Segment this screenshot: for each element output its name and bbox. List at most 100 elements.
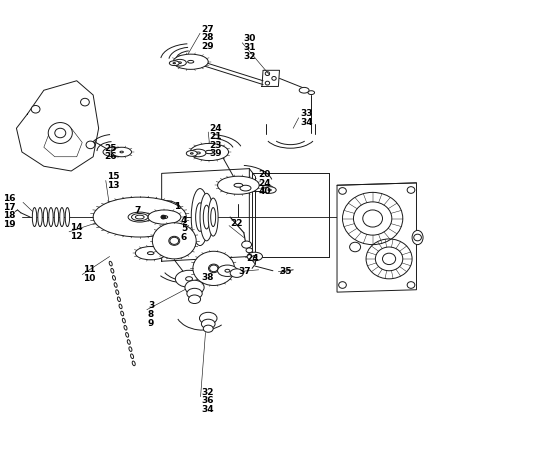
Ellipse shape <box>190 153 193 154</box>
Ellipse shape <box>169 61 179 66</box>
Text: 15: 15 <box>107 172 119 181</box>
Ellipse shape <box>412 230 423 245</box>
Ellipse shape <box>162 216 167 218</box>
Ellipse shape <box>173 59 186 66</box>
Ellipse shape <box>202 319 215 329</box>
Text: 27: 27 <box>202 25 214 34</box>
Ellipse shape <box>193 251 235 285</box>
Ellipse shape <box>203 325 213 332</box>
Ellipse shape <box>253 256 256 257</box>
Ellipse shape <box>185 280 204 294</box>
Ellipse shape <box>206 150 213 154</box>
Ellipse shape <box>152 223 196 259</box>
Ellipse shape <box>125 332 129 337</box>
Ellipse shape <box>203 205 210 229</box>
Ellipse shape <box>120 151 123 153</box>
Text: 16: 16 <box>3 194 15 203</box>
Ellipse shape <box>38 208 42 227</box>
Circle shape <box>55 128 66 138</box>
Text: 29: 29 <box>202 42 214 51</box>
Text: 10: 10 <box>83 274 96 283</box>
Text: 25: 25 <box>104 144 117 152</box>
Ellipse shape <box>191 149 206 157</box>
Ellipse shape <box>132 361 135 366</box>
Text: 32: 32 <box>244 52 256 60</box>
Ellipse shape <box>43 208 48 227</box>
Text: 26: 26 <box>104 152 117 161</box>
Ellipse shape <box>191 189 209 246</box>
Ellipse shape <box>210 208 216 227</box>
Ellipse shape <box>119 304 122 309</box>
Text: 18: 18 <box>3 211 15 220</box>
Ellipse shape <box>103 147 125 157</box>
Ellipse shape <box>173 63 175 64</box>
Text: 5: 5 <box>181 225 187 233</box>
Ellipse shape <box>148 252 153 254</box>
Text: 12: 12 <box>70 232 83 241</box>
Ellipse shape <box>196 203 204 231</box>
Ellipse shape <box>65 208 70 227</box>
Ellipse shape <box>49 208 53 227</box>
Ellipse shape <box>93 197 186 237</box>
Ellipse shape <box>111 268 114 273</box>
Text: 3: 3 <box>148 302 154 310</box>
Ellipse shape <box>111 205 117 229</box>
Text: 11: 11 <box>83 266 96 274</box>
Ellipse shape <box>127 340 130 344</box>
Text: 21: 21 <box>209 133 222 141</box>
Ellipse shape <box>299 87 309 93</box>
Ellipse shape <box>186 276 192 281</box>
Ellipse shape <box>235 184 242 187</box>
Ellipse shape <box>124 325 127 330</box>
Ellipse shape <box>218 265 237 276</box>
Text: 17: 17 <box>3 203 15 211</box>
Ellipse shape <box>178 62 181 64</box>
Ellipse shape <box>208 198 218 236</box>
Ellipse shape <box>263 187 276 193</box>
Circle shape <box>161 215 165 219</box>
Circle shape <box>81 98 89 106</box>
Ellipse shape <box>173 54 208 69</box>
Ellipse shape <box>148 210 181 224</box>
Text: 37: 37 <box>238 267 251 276</box>
Text: 24: 24 <box>247 254 259 263</box>
Circle shape <box>86 141 95 149</box>
Ellipse shape <box>234 183 243 187</box>
Ellipse shape <box>135 215 144 219</box>
Text: 32: 32 <box>202 388 214 397</box>
Ellipse shape <box>105 210 109 224</box>
Text: 19: 19 <box>3 220 15 228</box>
Circle shape <box>48 123 72 143</box>
Ellipse shape <box>208 264 219 273</box>
Ellipse shape <box>132 214 148 220</box>
Text: 4: 4 <box>181 216 187 225</box>
Ellipse shape <box>262 185 273 191</box>
Ellipse shape <box>170 238 179 245</box>
Ellipse shape <box>112 276 116 280</box>
Text: 14: 14 <box>70 224 83 232</box>
Ellipse shape <box>109 261 112 266</box>
Text: 24: 24 <box>259 179 271 188</box>
Ellipse shape <box>240 185 251 191</box>
Ellipse shape <box>32 208 37 227</box>
Ellipse shape <box>308 91 315 95</box>
Ellipse shape <box>209 265 218 272</box>
Ellipse shape <box>111 151 117 153</box>
Ellipse shape <box>268 189 271 191</box>
Ellipse shape <box>247 252 262 261</box>
Ellipse shape <box>206 151 213 153</box>
Ellipse shape <box>187 60 194 63</box>
Ellipse shape <box>112 211 115 223</box>
Ellipse shape <box>122 318 125 323</box>
Ellipse shape <box>186 151 197 156</box>
Ellipse shape <box>114 283 117 287</box>
Ellipse shape <box>60 208 64 227</box>
Text: 24: 24 <box>209 124 222 133</box>
Text: 36: 36 <box>202 397 214 405</box>
Ellipse shape <box>175 270 203 287</box>
Ellipse shape <box>187 288 202 299</box>
Ellipse shape <box>104 204 110 230</box>
Ellipse shape <box>196 152 201 154</box>
Text: 6: 6 <box>181 233 187 242</box>
Ellipse shape <box>129 347 132 352</box>
